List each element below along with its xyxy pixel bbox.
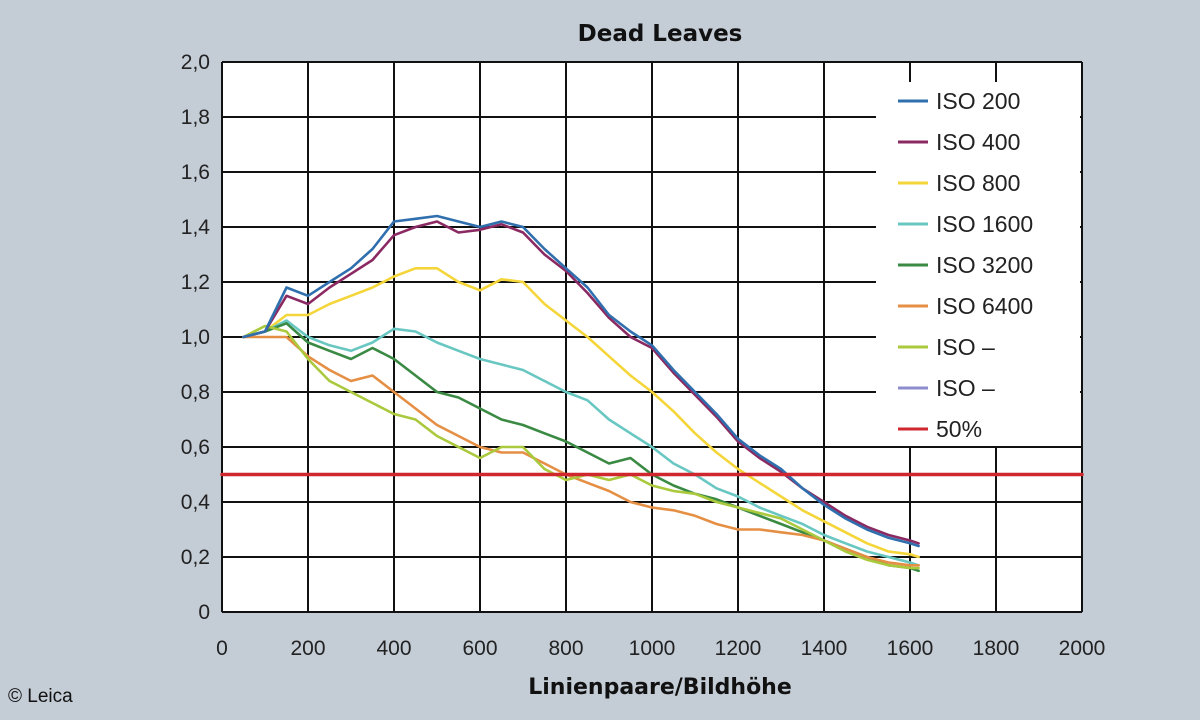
series-line xyxy=(242,220,920,545)
x-tick-label: 1200 xyxy=(715,637,762,660)
series-line xyxy=(242,266,920,559)
y-tick-label: 1,0 xyxy=(181,326,210,349)
legend-label: ISO – xyxy=(936,375,995,401)
legend: ISO 200 ISO 400 ISO 800 ISO 1600 ISO 3200 ISO… xyxy=(876,82,1080,446)
y-tick-label: 1,6 xyxy=(181,161,210,184)
legend-label: ISO 1600 xyxy=(936,211,1033,237)
series-line xyxy=(242,335,920,567)
legend-label: ISO – xyxy=(936,334,995,360)
series-line xyxy=(242,319,920,567)
y-axis-ticks: 0 0,2 0,4 0,6 0,8 1,0 1,2 1,4 1,6 1,8 2,0 xyxy=(181,51,211,624)
y-tick-label: 0,2 xyxy=(181,546,210,569)
y-tick-label: 2,0 xyxy=(181,51,210,74)
copyright-text: © Leica xyxy=(8,686,73,707)
x-tick-label: 400 xyxy=(376,637,411,660)
legend-label: 50% xyxy=(936,416,982,442)
y-tick-label: 1,2 xyxy=(181,271,210,294)
y-tick-label: 0 xyxy=(198,601,210,624)
x-tick-label: 600 xyxy=(462,637,497,660)
legend-label: ISO 6400 xyxy=(936,293,1033,319)
y-tick-label: 0,6 xyxy=(181,436,210,459)
chart-title: Dead Leaves xyxy=(578,21,743,47)
series-line xyxy=(242,214,920,548)
legend-label: ISO 800 xyxy=(936,170,1020,196)
x-tick-label: 1600 xyxy=(887,637,934,660)
x-axis-ticks: 0 200 400 600 800 1000 1200 1400 1600 1800 2000 xyxy=(216,637,1105,660)
x-tick-label: 2000 xyxy=(1059,637,1106,660)
legend-label: ISO 200 xyxy=(936,88,1020,114)
x-tick-label: 1000 xyxy=(629,637,676,660)
legend-label: ISO 400 xyxy=(936,129,1020,155)
x-tick-label: 800 xyxy=(548,637,583,660)
y-tick-label: 1,8 xyxy=(181,106,210,129)
x-tick-label: 1400 xyxy=(801,637,848,660)
legend-label: ISO 3200 xyxy=(936,252,1033,278)
series-group xyxy=(220,214,1084,573)
x-tick-label: 1800 xyxy=(973,637,1020,660)
x-axis-label: Linienpaare/Bildhöhe xyxy=(528,675,792,700)
y-tick-label: 0,4 xyxy=(181,491,211,514)
x-tick-label: 200 xyxy=(290,637,325,660)
x-tick-label: 0 xyxy=(216,637,228,660)
y-tick-label: 0,8 xyxy=(181,381,210,404)
y-tick-label: 1,4 xyxy=(181,216,211,239)
